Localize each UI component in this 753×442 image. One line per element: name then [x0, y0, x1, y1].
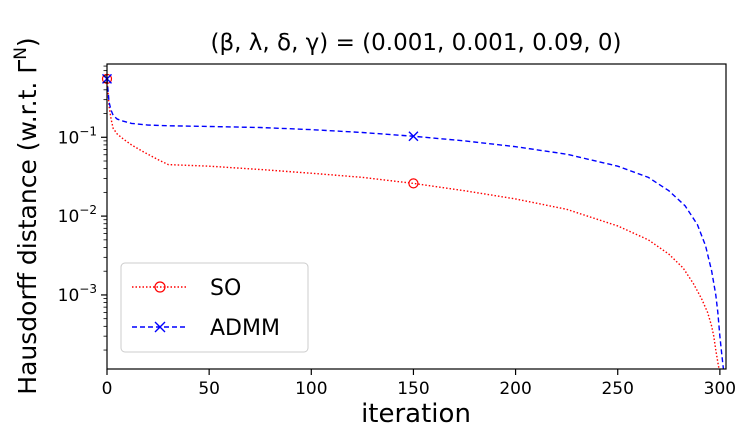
- x-tick-label: 50: [198, 379, 220, 399]
- marker-layer: [101, 73, 419, 189]
- x-tick-label: 150: [397, 379, 429, 399]
- y-axis-label-superscript: N: [11, 47, 31, 60]
- y-axis-ticks: 10−3 10−2 10−1: [58, 65, 107, 351]
- x-tick-label: 0: [102, 379, 113, 399]
- y-axis-label: Hausdorff distance (w.r.t. ΓN): [11, 37, 42, 394]
- y-axis-label-main: Hausdorff distance (w.r.t. Γ: [13, 60, 42, 395]
- y-axis-label-end: ): [13, 37, 42, 47]
- legend-frame: [120, 262, 309, 353]
- legend-admm-label: ADMM: [210, 316, 280, 341]
- y-tick-label: 10−3: [58, 282, 97, 306]
- y-tick-label: 10−2: [58, 203, 97, 227]
- series-line-admm: [107, 78, 725, 369]
- data-point-so: [408, 178, 419, 189]
- legend-admm-marker: [154, 321, 166, 333]
- x-tick-label: 100: [295, 379, 327, 399]
- x-tick-label: 200: [499, 379, 531, 399]
- data-point-admm: [408, 131, 419, 142]
- x-axis-ticks: 0 50 100 150 200 250 300: [102, 369, 736, 399]
- series-line-so: [107, 78, 720, 369]
- legend-so-marker: [154, 281, 166, 293]
- x-axis-label: iteration: [361, 399, 471, 429]
- x-tick-label: 250: [601, 379, 633, 399]
- x-tick-label: 300: [704, 379, 736, 399]
- chart-title: (β, λ, δ, γ) = (0.001, 0.001, 0.09, 0): [210, 30, 621, 56]
- y-tick-label: 10−1: [58, 124, 97, 148]
- series-layer: [107, 78, 725, 369]
- legend: SO ADMM: [120, 262, 309, 353]
- legend-so-label: SO: [210, 276, 241, 301]
